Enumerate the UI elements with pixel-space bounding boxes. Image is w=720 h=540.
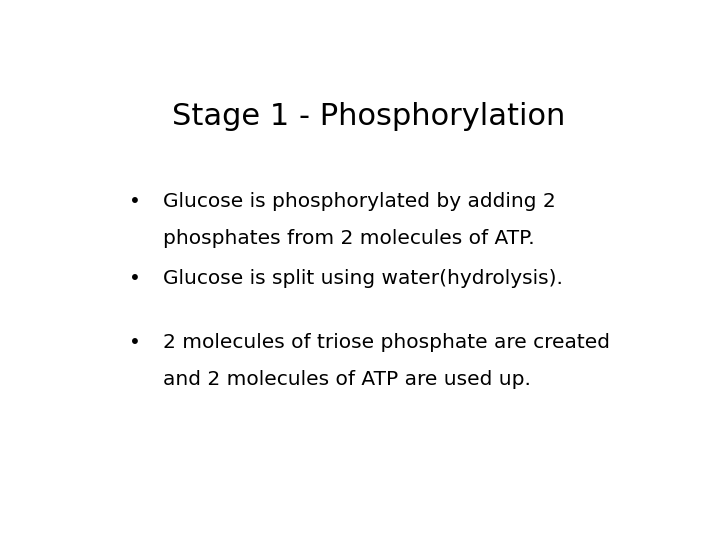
Text: Glucose is phosphorylated by adding 2: Glucose is phosphorylated by adding 2 — [163, 192, 555, 211]
Text: •: • — [129, 333, 141, 352]
Text: Glucose is split using water(hydrolysis).: Glucose is split using water(hydrolysis)… — [163, 268, 562, 287]
Text: •: • — [129, 268, 141, 287]
Text: Stage 1 - Phosphorylation: Stage 1 - Phosphorylation — [172, 102, 566, 131]
Text: and 2 molecules of ATP are used up.: and 2 molecules of ATP are used up. — [163, 370, 531, 389]
Text: •: • — [129, 192, 141, 211]
Text: 2 molecules of triose phosphate are created: 2 molecules of triose phosphate are crea… — [163, 333, 610, 352]
Text: phosphates from 2 molecules of ATP.: phosphates from 2 molecules of ATP. — [163, 229, 534, 248]
